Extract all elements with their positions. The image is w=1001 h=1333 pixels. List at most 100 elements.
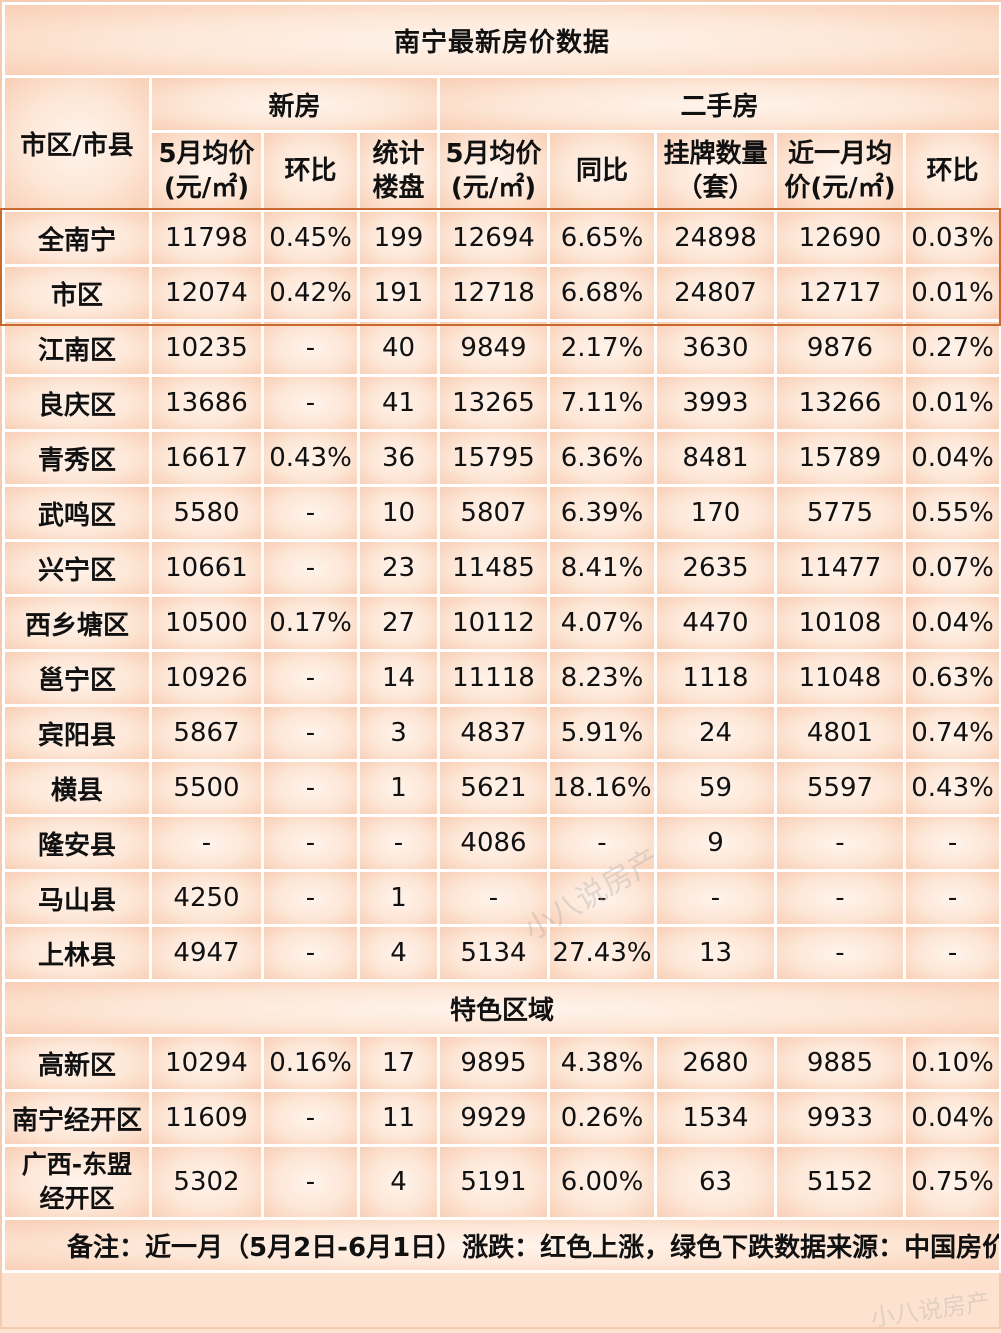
cell-new-mom: - (261, 319, 360, 377)
cell-sh-mom: - (902, 924, 1001, 982)
cell-listings: 2635 (654, 539, 777, 597)
table-row: 武鸣区 5580-10 5807 6.39% 170 5775 0.55% (2, 484, 1001, 542)
cell-month-avg: - (774, 869, 906, 927)
cell-sh-mom: 0.07% (902, 539, 1001, 597)
cell-sh-mom: 0.04% (902, 1089, 1001, 1147)
header-new-house: 新房 (149, 75, 440, 133)
table-row: 西乡塘区 10500 0.17% 27 10112 4.07% 4470 10108 0.04% (2, 594, 1001, 652)
cell-listings: 2680 (654, 1034, 777, 1092)
cell-sh-price: 12718 (437, 264, 550, 322)
table-row: 南宁经开区 11609-11 9929 0.26% 1534 9933 0.04% (2, 1089, 1001, 1147)
cell-projects: 36 (357, 429, 440, 487)
cell-projects: - (357, 814, 440, 872)
cell-sh-yoy: - (547, 869, 657, 927)
cell-projects: 23 (357, 539, 440, 597)
cell-sh-yoy: 6.39% (547, 484, 657, 542)
cell-sh-yoy: 6.68% (547, 264, 657, 322)
cell-projects: 11 (357, 1089, 440, 1147)
cell-new-price: 10926 (149, 649, 264, 707)
footer-legend: 涨跌：红色上涨，绿色下跌 (462, 1232, 775, 1263)
cell-new-price: 5580 (149, 484, 264, 542)
cell-sh-yoy: 6.00% (547, 1144, 657, 1220)
cell-listings: 24898 (654, 209, 777, 267)
cell-sh-price: 4086 (437, 814, 550, 872)
cell-sh-yoy: 27.43% (547, 924, 657, 982)
cell-projects: 4 (357, 924, 440, 982)
cell-listings: 3993 (654, 374, 777, 432)
cell-new-mom: - (261, 374, 360, 432)
section-title: 特色区域 (1, 979, 1001, 1037)
district-name: 邕宁区 (2, 649, 152, 707)
cell-sh-yoy: 2.17% (547, 319, 657, 377)
cell-month-avg: 10108 (774, 594, 906, 652)
cell-month-avg: 13266 (774, 374, 906, 432)
header-new-mom: 环比 (261, 130, 360, 212)
cell-listings: 1534 (654, 1089, 777, 1147)
page-title: 南宁最新房价数据 (1, 2, 1001, 78)
cell-listings: - (654, 869, 777, 927)
cell-month-avg: 11477 (774, 539, 906, 597)
cell-projects: 41 (357, 374, 440, 432)
cell-month-avg: - (774, 924, 906, 982)
cell-sh-price: 5134 (437, 924, 550, 982)
cell-new-mom: - (261, 1089, 360, 1147)
header-sh-mom: 环比 (902, 130, 1001, 212)
cell-month-avg: 9876 (774, 319, 906, 377)
cell-sh-yoy: 8.23% (547, 649, 657, 707)
cell-sh-yoy: 5.91% (547, 704, 657, 762)
district-name: 高新区 (2, 1034, 152, 1092)
cell-listings: 4470 (654, 594, 777, 652)
cell-month-avg: 5775 (774, 484, 906, 542)
cell-new-price: 12074 (149, 264, 264, 322)
cell-new-mom: 0.42% (261, 264, 360, 322)
cell-listings: 63 (654, 1144, 777, 1220)
cell-new-mom: 0.16% (261, 1034, 360, 1092)
cell-sh-mom: 0.01% (902, 374, 1001, 432)
table-row: 全南宁 11798 0.45% 199 12694 6.65% 24898 12690 0.03… (2, 209, 1001, 267)
cell-sh-price: 10112 (437, 594, 550, 652)
cell-listings: 1118 (654, 649, 777, 707)
cell-sh-yoy: 6.36% (547, 429, 657, 487)
cell-new-price: 5500 (149, 759, 264, 817)
cell-new-price: 5867 (149, 704, 264, 762)
cell-sh-price: 15795 (437, 429, 550, 487)
district-name: 良庆区 (2, 374, 152, 432)
cell-new-mom: - (261, 649, 360, 707)
district-name: 南宁经开区 (2, 1089, 152, 1147)
cell-sh-mom: 0.27% (902, 319, 1001, 377)
header-district: 市区/市县 (2, 75, 152, 212)
cell-new-mom: - (261, 704, 360, 762)
cell-month-avg: 9933 (774, 1089, 906, 1147)
cell-sh-price: 11118 (437, 649, 550, 707)
cell-sh-mom: 0.03% (902, 209, 1001, 267)
cell-projects: 191 (357, 264, 440, 322)
section-row: 特色区域 (1, 979, 1001, 1037)
district-name: 横县 (2, 759, 152, 817)
cell-projects: 1 (357, 869, 440, 927)
cell-listings: 24 (654, 704, 777, 762)
table-row: 青秀区 16617 0.43% 36 15795 6.36% 8481 15789 0.04% (2, 429, 1001, 487)
cell-sh-price: 11485 (437, 539, 550, 597)
cell-sh-price: 5621 (437, 759, 550, 817)
cell-month-avg: 11048 (774, 649, 906, 707)
cell-sh-mom: 0.04% (902, 594, 1001, 652)
district-name: 市区 (2, 264, 152, 322)
table-row: 江南区 10235-40 9849 2.17% 3630 9876 0.27% (2, 319, 1001, 377)
cell-listings: 8481 (654, 429, 777, 487)
cell-new-mom: - (261, 484, 360, 542)
table-row: 高新区 10294 0.16% 17 9895 4.38% 2680 9885 0.10% (2, 1034, 1001, 1092)
table-row: 上林县 4947-4 5134 27.43% 13- - (2, 924, 1001, 982)
cell-listings: 170 (654, 484, 777, 542)
district-name: 青秀区 (2, 429, 152, 487)
table-row: 兴宁区 10661-23 11485 8.41% 2635 11477 0.07% (2, 539, 1001, 597)
district-name: 全南宁 (2, 209, 152, 267)
cell-new-mom: - (261, 539, 360, 597)
cell-sh-yoy: 7.11% (547, 374, 657, 432)
cell-listings: 3630 (654, 319, 777, 377)
cell-sh-price: - (437, 869, 550, 927)
cell-projects: 1 (357, 759, 440, 817)
district-name: 广西-东盟 经开区 (2, 1144, 152, 1220)
header-new-avg-price: 5月均价 (元/㎡) (149, 130, 264, 212)
cell-projects: 3 (357, 704, 440, 762)
